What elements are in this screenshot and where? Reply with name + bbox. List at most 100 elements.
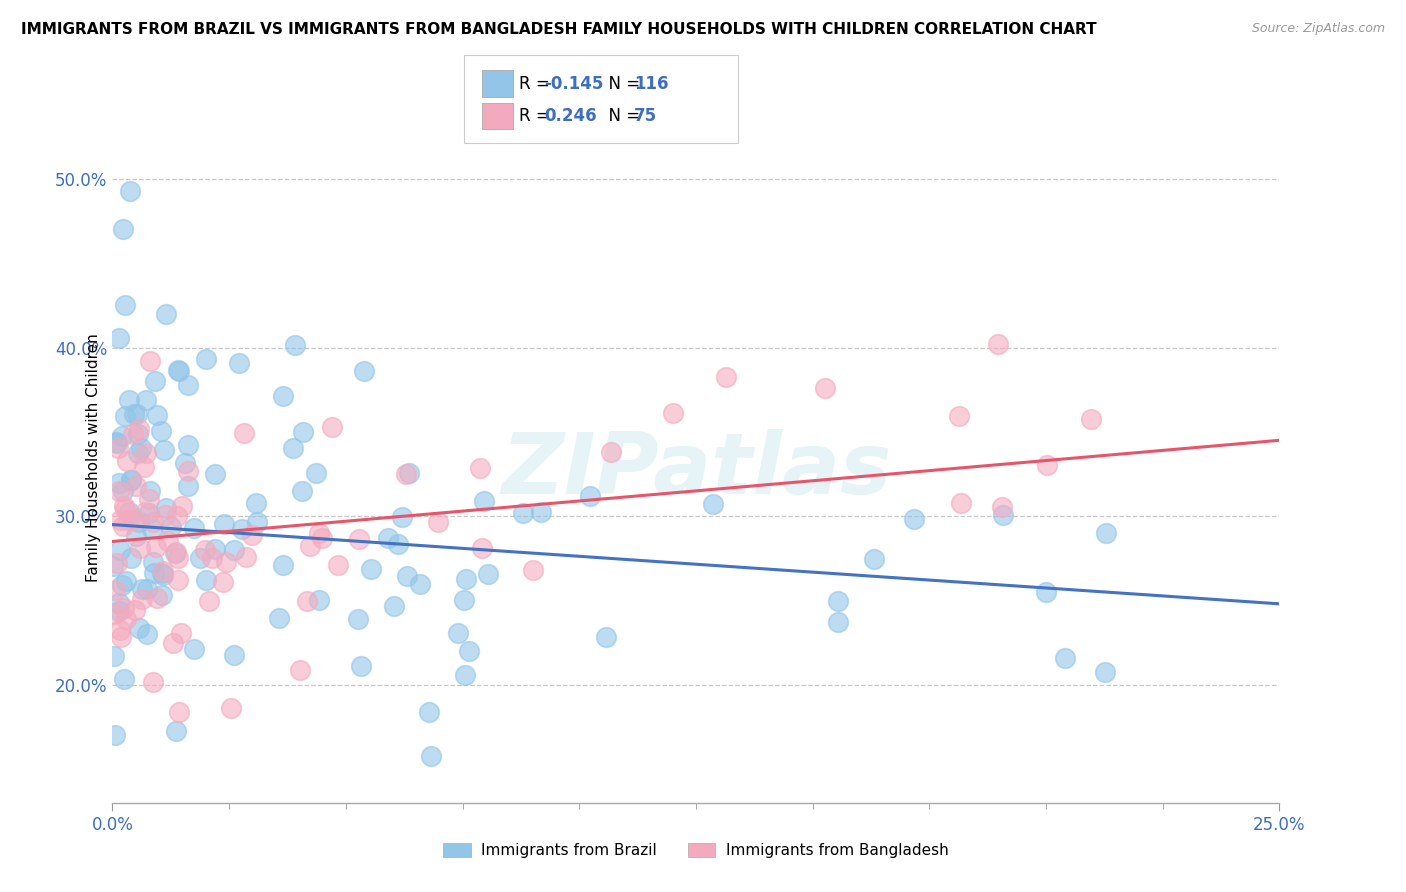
Point [454, 668, 477, 682]
Point [125, 529, 148, 543]
Point [166, 363, 188, 377]
Point [112, 601, 135, 615]
Point [193, 543, 215, 558]
Text: N =: N = [598, 75, 645, 93]
Point [235, 549, 257, 564]
Point [827, 593, 849, 607]
Point [122, 513, 145, 527]
Point [157, 533, 180, 548]
Point [104, 583, 127, 598]
Point [101, 558, 124, 573]
Point [308, 593, 330, 607]
Point [228, 356, 250, 370]
Point [108, 513, 131, 527]
Point [103, 648, 125, 663]
Point [128, 422, 150, 436]
Point [138, 354, 160, 368]
Point [305, 466, 328, 480]
Point [311, 531, 333, 545]
Point [477, 567, 499, 582]
Legend: Immigrants from Brazil, Immigrants from Bangladesh: Immigrants from Brazil, Immigrants from … [437, 837, 955, 864]
Text: R =: R = [519, 75, 555, 93]
Point [716, 370, 738, 384]
Point [177, 438, 200, 452]
Point [167, 364, 190, 378]
Point [222, 648, 245, 663]
Point [114, 409, 136, 424]
Point [194, 352, 217, 367]
Point [177, 479, 200, 493]
Text: -0.145: -0.145 [544, 75, 603, 93]
Point [163, 545, 186, 559]
Point [111, 483, 134, 498]
Point [150, 588, 173, 602]
Point [155, 307, 177, 321]
Point [149, 424, 172, 438]
Point [115, 574, 138, 588]
Point [201, 550, 224, 565]
Point [128, 515, 150, 529]
Point [948, 409, 970, 424]
Point [384, 599, 406, 613]
Point [170, 499, 193, 513]
Point [512, 506, 534, 520]
Point [129, 541, 152, 555]
Point [291, 483, 314, 498]
Point [600, 445, 623, 459]
Point [281, 441, 304, 455]
Point [136, 582, 159, 597]
Point [991, 500, 1014, 515]
Point [702, 498, 724, 512]
Point [468, 461, 491, 475]
Point [104, 728, 127, 742]
Point [143, 374, 166, 388]
Point [150, 566, 173, 581]
Point [863, 551, 886, 566]
Point [114, 502, 136, 516]
Text: 116: 116 [634, 75, 669, 93]
Point [214, 516, 236, 531]
Point [271, 558, 294, 572]
Point [118, 393, 141, 408]
Point [204, 467, 226, 481]
Point [377, 531, 399, 545]
Point [246, 515, 269, 529]
Point [240, 527, 263, 541]
Point [398, 466, 420, 480]
Point [134, 504, 156, 518]
Point [110, 630, 132, 644]
Point [1094, 665, 1116, 680]
Point [138, 491, 160, 506]
Point [456, 572, 478, 586]
Point [183, 521, 205, 535]
Point [426, 515, 449, 529]
Point [1054, 650, 1077, 665]
Point [183, 642, 205, 657]
Point [395, 467, 418, 482]
Point [152, 565, 174, 579]
Point [117, 513, 139, 527]
Point [129, 441, 152, 455]
Point [579, 490, 602, 504]
Point [112, 222, 135, 236]
Point [233, 425, 256, 440]
Point [290, 663, 312, 677]
Point [194, 574, 217, 588]
Point [108, 604, 131, 618]
Text: Source: ZipAtlas.com: Source: ZipAtlas.com [1251, 22, 1385, 36]
Point [115, 454, 138, 468]
Point [295, 594, 318, 608]
Point [120, 551, 142, 566]
Point [135, 446, 157, 460]
Point [595, 630, 617, 644]
Point [165, 724, 187, 739]
Point [353, 364, 375, 378]
Point [145, 540, 167, 554]
Point [105, 556, 128, 570]
Point [447, 626, 470, 640]
Point [155, 501, 177, 516]
Point [146, 409, 169, 423]
Point [127, 446, 149, 460]
Point [420, 749, 443, 764]
Point [122, 427, 145, 442]
